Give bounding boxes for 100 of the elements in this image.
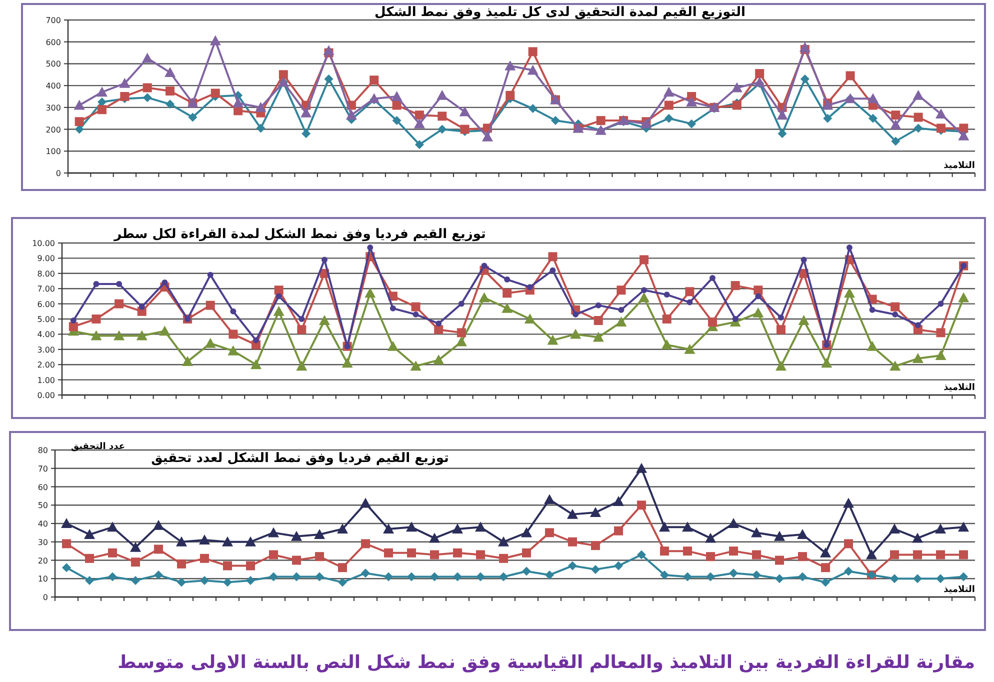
y-tick-label: 200	[46, 125, 61, 134]
point	[96, 86, 108, 97]
point	[616, 286, 626, 295]
point	[687, 119, 696, 128]
point	[406, 522, 417, 532]
point	[618, 306, 624, 313]
point	[935, 350, 946, 360]
point	[664, 114, 674, 123]
point	[710, 274, 716, 281]
point	[868, 114, 878, 123]
point	[638, 292, 650, 302]
point	[640, 255, 649, 264]
point	[298, 316, 305, 322]
y-tick-label: 20	[38, 556, 48, 566]
point	[778, 129, 787, 138]
point	[119, 78, 130, 88]
point	[596, 116, 606, 126]
point	[154, 544, 163, 554]
point	[256, 124, 266, 133]
point	[526, 284, 533, 290]
point	[914, 124, 923, 133]
point	[68, 322, 78, 332]
point	[774, 530, 785, 541]
point	[108, 572, 117, 582]
point	[138, 304, 145, 310]
point	[407, 572, 416, 582]
point	[392, 100, 402, 110]
point	[153, 520, 164, 530]
point	[274, 286, 284, 295]
point	[547, 334, 558, 345]
point	[544, 494, 555, 504]
point	[890, 574, 899, 584]
point	[636, 462, 647, 473]
point	[182, 356, 194, 366]
point	[959, 550, 968, 560]
point	[429, 532, 440, 543]
point	[414, 110, 424, 120]
point	[914, 112, 923, 122]
point	[361, 539, 370, 548]
point	[936, 328, 946, 338]
chart-title: توزيع القيم فرديا وفق نمط الشكل لمدة القراءة لكل سطر	[113, 227, 486, 242]
point	[130, 542, 141, 552]
point	[346, 110, 357, 120]
point	[302, 129, 311, 138]
point	[85, 554, 94, 563]
y-tick-label: 2.00	[37, 360, 55, 370]
point	[452, 524, 463, 534]
y-tick-label: 10	[38, 574, 48, 584]
point	[246, 561, 255, 570]
point	[935, 524, 946, 534]
point	[476, 572, 485, 582]
point	[438, 112, 447, 121]
point	[892, 311, 898, 318]
point	[116, 281, 122, 288]
point	[869, 306, 876, 313]
point	[959, 572, 968, 582]
point	[913, 550, 922, 560]
point	[276, 293, 282, 300]
point	[188, 112, 198, 122]
point	[177, 559, 186, 568]
point	[338, 578, 347, 587]
y-tick-label: 400	[46, 82, 61, 91]
point	[142, 83, 152, 92]
point	[938, 300, 944, 307]
point	[799, 42, 810, 52]
point	[142, 52, 153, 63]
point	[844, 566, 853, 576]
y-tick-label: 50	[38, 501, 48, 510]
y-tick-label: 100	[46, 147, 61, 156]
point	[776, 325, 786, 334]
point	[162, 280, 168, 286]
point	[131, 576, 140, 585]
point	[222, 536, 233, 546]
point	[70, 318, 76, 324]
point	[323, 45, 334, 56]
text: مقارنة للقراءة الفردية بين التلاميذ والمعالم القياسية وفق نمط شكل النص بالسنة الاولى متوسط	[118, 652, 975, 673]
point	[502, 288, 512, 298]
point	[846, 71, 855, 80]
point	[682, 522, 693, 532]
point	[246, 576, 255, 585]
point	[595, 302, 602, 308]
point	[324, 74, 334, 84]
point	[433, 354, 444, 365]
point	[136, 330, 148, 340]
point	[166, 100, 175, 109]
point	[641, 287, 648, 294]
point	[820, 547, 831, 558]
point	[572, 311, 579, 318]
point	[478, 292, 490, 302]
point	[567, 508, 578, 519]
point	[154, 570, 163, 580]
point	[616, 316, 627, 327]
point	[223, 578, 232, 587]
point	[663, 86, 674, 97]
y-tick-label: 60	[38, 482, 48, 492]
point	[524, 314, 536, 324]
point	[318, 315, 330, 326]
point	[752, 570, 761, 580]
point	[800, 256, 807, 263]
point	[142, 93, 152, 102]
